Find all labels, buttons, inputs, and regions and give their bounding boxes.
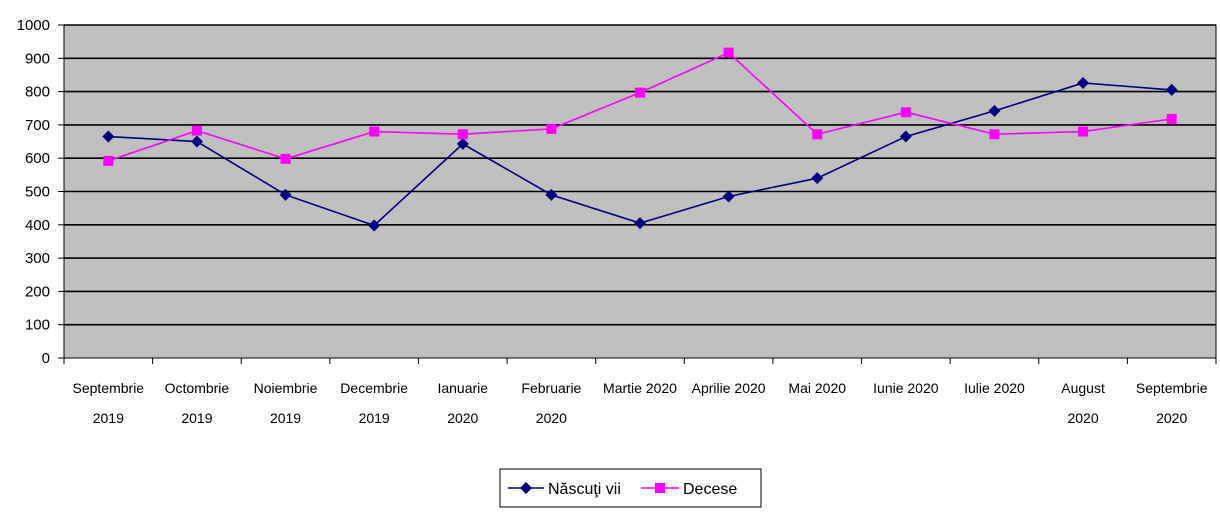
y-tick-label: 700 <box>25 117 50 134</box>
legend-label-decese: Decese <box>683 481 737 498</box>
x-tick-label: Aprilie 2020 <box>692 380 766 396</box>
data-point-decese <box>723 47 734 58</box>
x-tick-label: Ianuarie 2020 <box>437 380 488 426</box>
series-layer <box>102 47 1178 232</box>
data-point-nascuti-vii <box>811 172 824 185</box>
data-point-decese <box>191 125 202 136</box>
legend: Născuţi vii Decese <box>499 468 762 508</box>
y-tick-label: 200 <box>25 283 50 300</box>
data-point-nascuti-vii <box>190 135 203 148</box>
data-point-nascuti-vii <box>279 188 292 201</box>
y-tick-label: 600 <box>25 150 50 167</box>
data-point-decese <box>1078 126 1089 137</box>
x-tick-label: August 2020 <box>1061 380 1105 426</box>
x-tick-label: Noiembrie 2019 <box>254 380 318 426</box>
data-point-nascuti-vii <box>634 217 646 230</box>
legend-marker-nascuti-vii <box>520 482 532 494</box>
y-tick-label: 100 <box>25 317 50 334</box>
x-tick-label: Iulie 2020 <box>964 380 1025 396</box>
data-point-decese <box>1166 113 1177 124</box>
x-tick-label: Mai 2020 <box>788 380 846 396</box>
y-tick-label: 900 <box>25 50 50 67</box>
x-tick-label: Septembrie 2020 <box>1136 380 1208 426</box>
gridlines <box>64 24 1216 326</box>
data-point-decese <box>635 87 645 98</box>
data-point-nascuti-vii <box>368 219 381 232</box>
y-axis: 0 100 200 300 400 500 600 700 800 900 1000 <box>17 17 65 367</box>
series-decese <box>103 47 1177 166</box>
x-tick-label: Septembrie 2019 <box>73 380 145 426</box>
data-point-decese <box>546 123 557 134</box>
y-tick-label: 800 <box>25 84 50 101</box>
data-point-decese <box>900 107 911 118</box>
y-tick-label: 400 <box>25 217 50 234</box>
y-tick-label: 300 <box>25 250 50 267</box>
data-point-decese <box>369 126 380 137</box>
y-tick-label: 500 <box>25 184 50 201</box>
data-point-nascuti-vii <box>722 190 735 203</box>
data-point-nascuti-vii <box>456 137 469 150</box>
legend-marker-decese <box>655 483 665 493</box>
data-point-nascuti-vii <box>1165 83 1178 96</box>
data-point-nascuti-vii <box>899 130 912 143</box>
data-point-nascuti-vii <box>545 188 558 201</box>
data-point-nascuti-vii <box>102 130 115 143</box>
data-point-nascuti-vii <box>988 104 1001 117</box>
series-nascuti-vii <box>102 76 1178 232</box>
x-tick-label: Iunie 2020 <box>873 380 939 396</box>
x-tick-label: Octombrie 2019 <box>165 380 230 426</box>
y-tick-label: 1000 <box>17 17 50 34</box>
data-point-decese <box>103 155 114 166</box>
x-tick-label: Martie 2020 <box>603 380 677 396</box>
data-point-nascuti-vii <box>1077 76 1090 89</box>
data-point-decese <box>280 153 291 164</box>
legend-label-nascuti-vii: Născuţi vii <box>548 481 621 498</box>
data-point-decese <box>989 129 1000 140</box>
x-tick-label: Februarie 2020 <box>521 380 581 426</box>
x-axis: Septembrie 2019 Octombrie 2019 Noiembrie 2019… <box>63 357 1217 426</box>
data-point-decese <box>812 129 823 140</box>
x-tick-label: Decembrie 2019 <box>340 380 408 426</box>
data-point-decese <box>457 129 468 140</box>
y-tick-label: 0 <box>42 350 50 367</box>
